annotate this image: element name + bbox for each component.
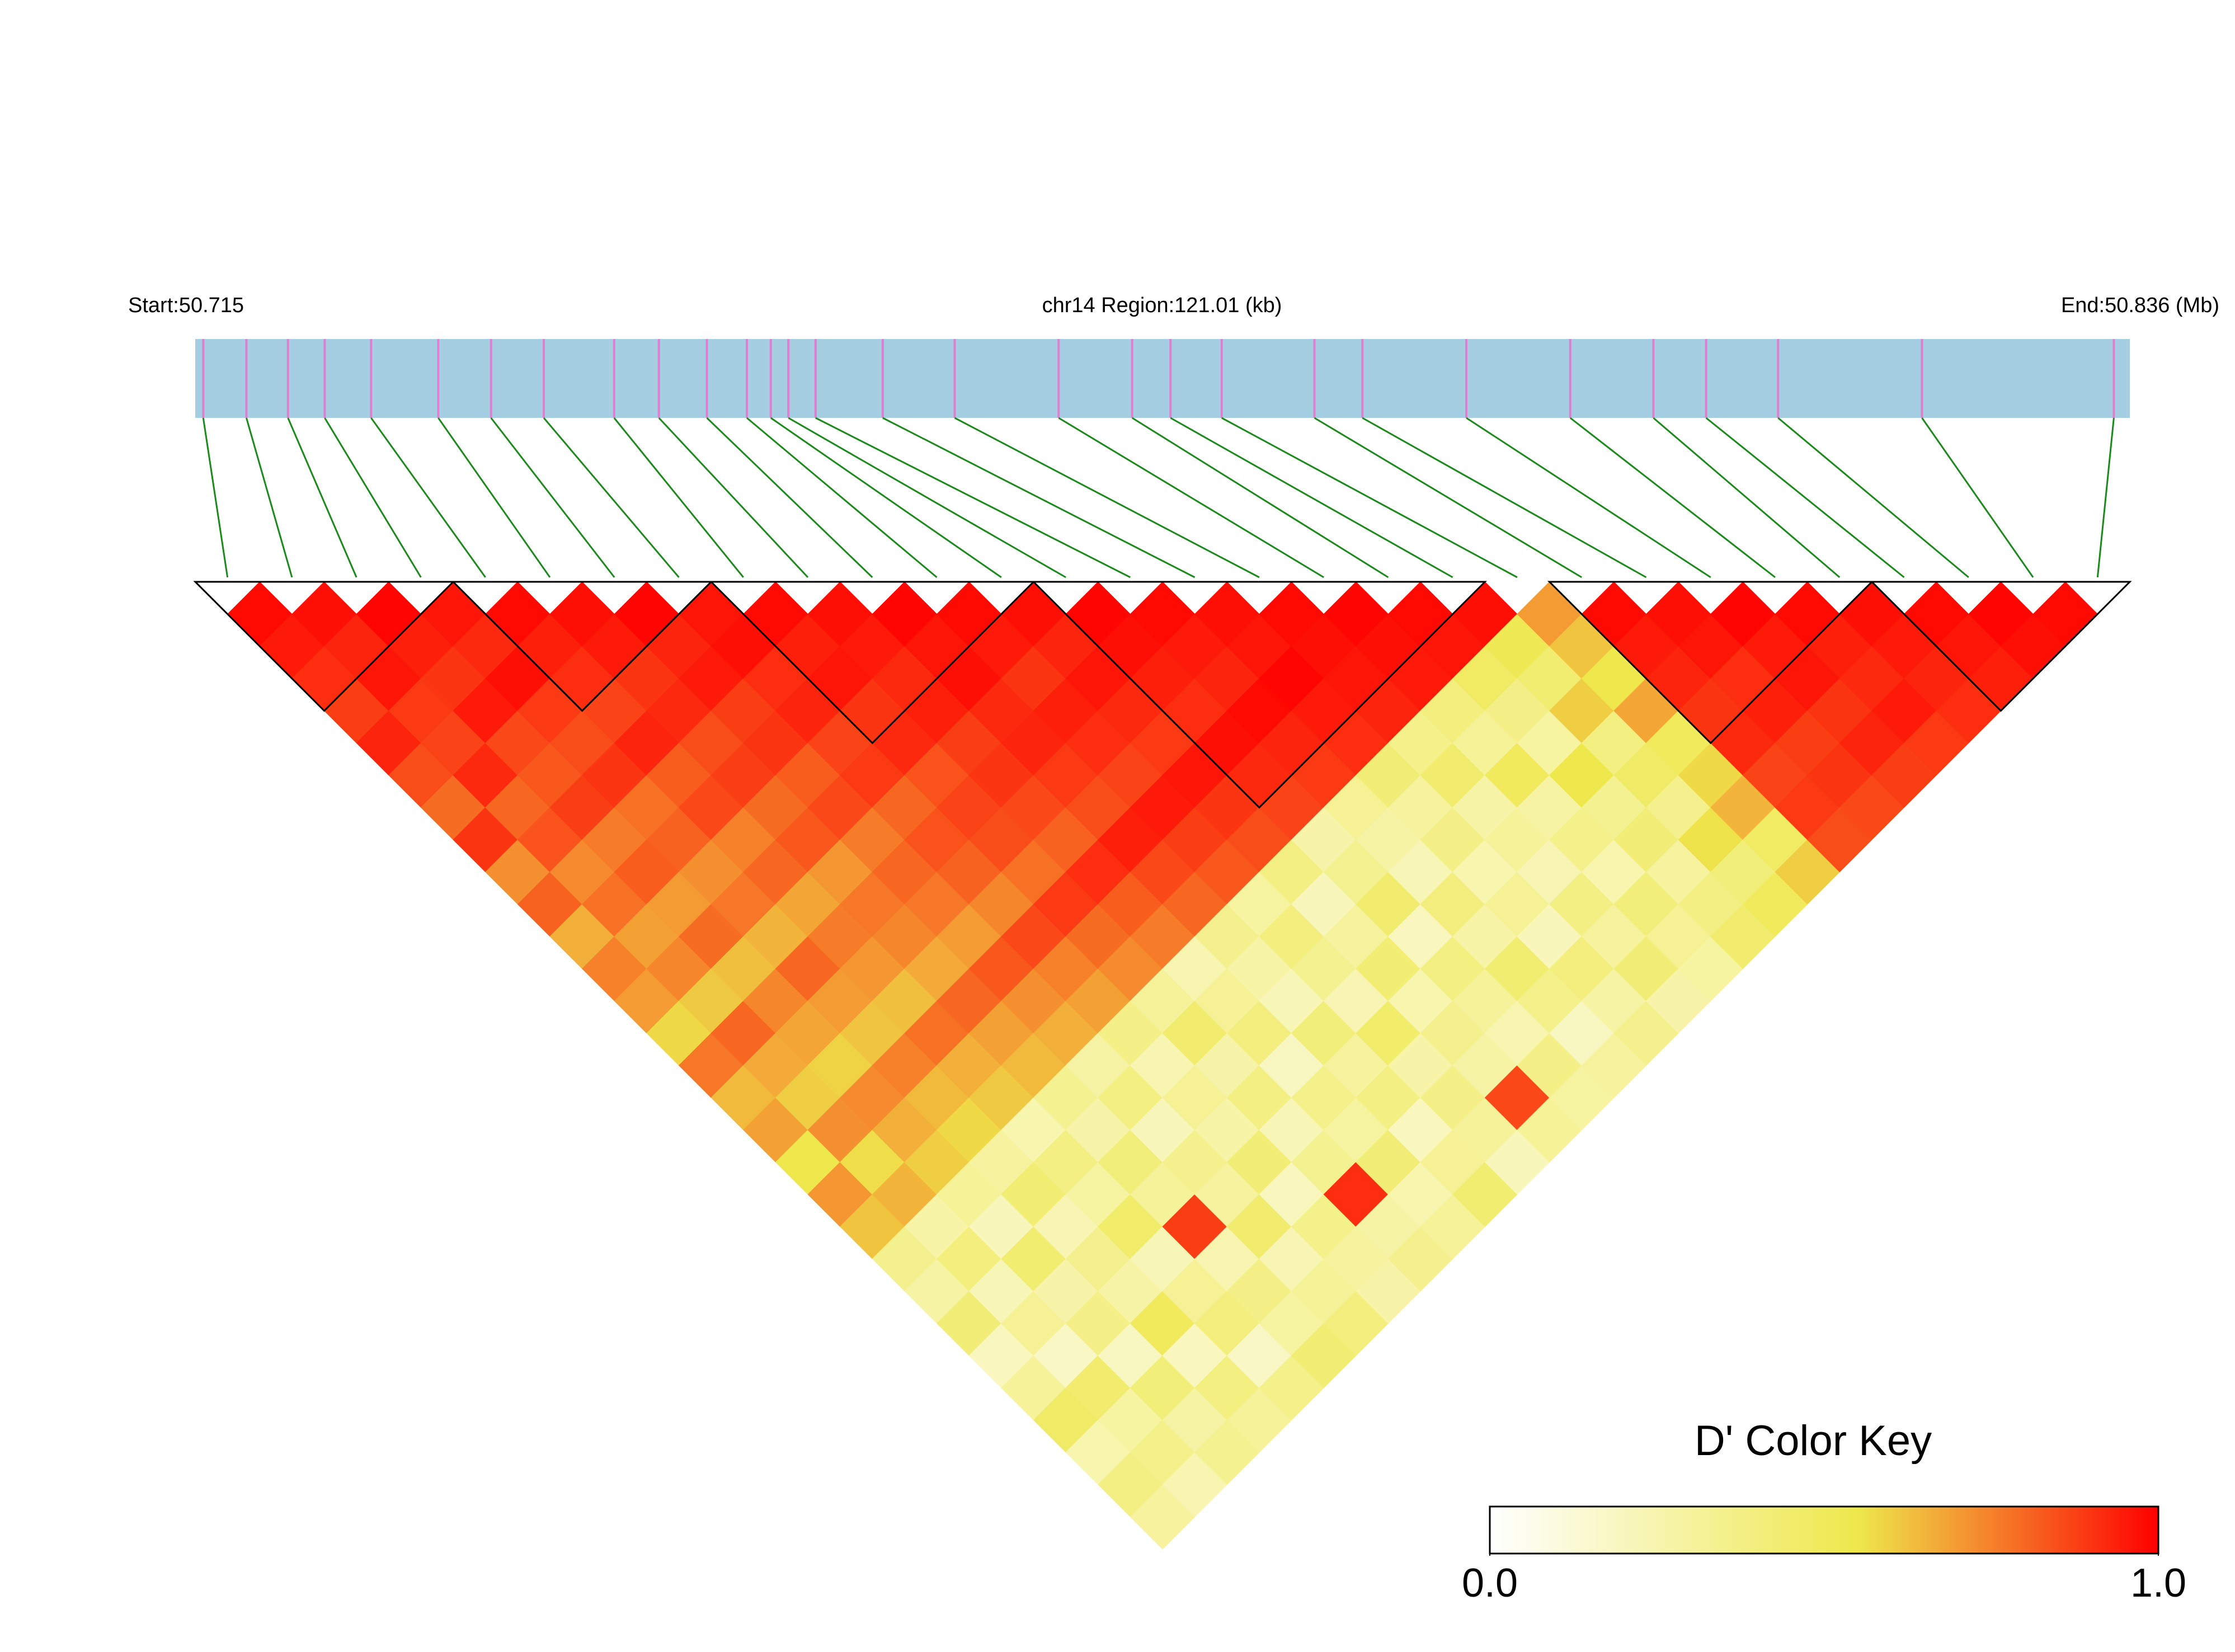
start-label: Start:50.715 [128, 294, 244, 317]
snp-link [287, 417, 357, 578]
snp-link [2096, 417, 2115, 578]
snp-link [746, 417, 938, 578]
ld-block [193, 581, 455, 712]
snp-link [1466, 417, 1711, 578]
snp-link [1170, 417, 1453, 578]
snp-link [1131, 417, 1389, 578]
snp-link [370, 417, 486, 578]
snp-link [1921, 417, 2034, 578]
snp-link [1777, 417, 1969, 578]
snp-link [1314, 417, 1583, 578]
snp-link [815, 417, 1131, 578]
snp-link [324, 417, 422, 578]
snp-link [1569, 417, 1776, 578]
snp-link [954, 417, 1260, 578]
snp-link [706, 417, 873, 578]
region-label: chr14 Region:121.01 (kb) [1042, 294, 1282, 317]
key-title: D' Color Key [1695, 1417, 1932, 1465]
snp-link [788, 417, 1066, 578]
snp-link [770, 417, 1002, 578]
ld-block [1031, 581, 1487, 809]
snp-link [1705, 417, 1905, 578]
snp-link [437, 417, 551, 578]
snp-link [246, 417, 293, 578]
region-bar [195, 339, 2130, 418]
snp-link [613, 417, 744, 578]
snp-link [1653, 417, 1841, 578]
snp-link [1362, 417, 1647, 578]
snp-link [882, 417, 1196, 578]
snp-link [658, 417, 809, 578]
snp-link [543, 417, 680, 578]
ld-block [709, 581, 1036, 745]
color-key [1489, 1505, 2159, 1555]
snp-link [1221, 417, 1518, 578]
key-tick-label: 0.0 [1462, 1561, 1518, 1606]
ld-block [451, 581, 713, 712]
snp-link [202, 417, 229, 578]
ld-block [1547, 581, 1874, 745]
end-label: End:50.836 (Mb) [2061, 294, 2219, 317]
ld-block [1870, 581, 2132, 712]
snp-link [1058, 417, 1324, 578]
snp-link [490, 417, 615, 578]
key-tick-label: 1.0 [2130, 1561, 2186, 1606]
